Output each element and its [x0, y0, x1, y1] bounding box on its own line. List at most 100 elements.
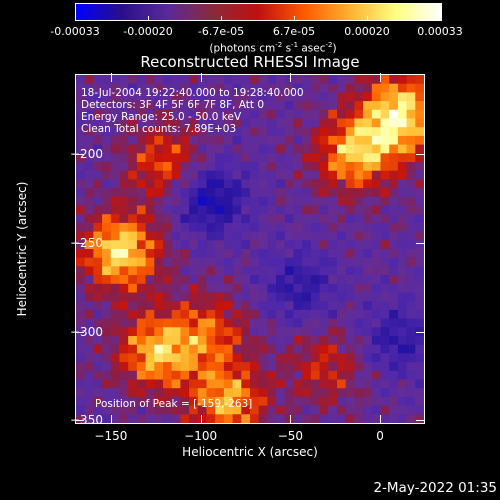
heatmap-cell	[128, 301, 138, 311]
heatmap-cell	[110, 370, 121, 381]
heatmap-cell	[397, 327, 408, 337]
heatmap-cell	[310, 301, 321, 311]
heatmap-cell	[128, 75, 138, 85]
heatmap-cell	[197, 379, 208, 389]
heatmap-cell	[102, 179, 112, 189]
heatmap-cell	[189, 205, 199, 215]
heatmap-cell	[110, 275, 121, 285]
heatmap-cell	[232, 101, 242, 111]
heatmap-cell	[276, 275, 286, 285]
heatmap-cell	[319, 292, 329, 302]
heatmap-cell	[337, 370, 347, 381]
heatmap-cell	[302, 135, 312, 146]
heatmap-cell	[267, 344, 277, 354]
heatmap-cell	[371, 92, 382, 102]
heatmap-cell	[397, 214, 408, 224]
heatmap-cell	[223, 118, 234, 128]
heatmap-cell	[110, 292, 121, 302]
heatmap-cell	[371, 362, 382, 372]
heatmap-cell	[406, 379, 416, 389]
heatmap-cell	[328, 370, 338, 381]
heatmap-cell	[415, 127, 424, 137]
heatmap-cell	[171, 362, 181, 372]
heatmap-cell	[406, 344, 416, 354]
heatmap-cell	[406, 205, 416, 215]
heatmap-cell	[319, 362, 329, 372]
heatmap-cell	[171, 162, 181, 172]
heatmap-cell	[76, 414, 86, 423]
heatmap-cell	[389, 92, 399, 102]
heatmap-cell	[363, 196, 373, 207]
heatmap-cell	[363, 344, 373, 354]
heatmap-cell	[319, 414, 329, 423]
heatmap-cell	[371, 327, 382, 337]
colorbar-tick-label: 6.7e-05	[272, 25, 316, 38]
heatmap-cell	[145, 240, 155, 250]
heatmap-cell	[267, 222, 277, 233]
heatmap-cell	[328, 396, 338, 407]
heatmap-cell	[328, 266, 338, 276]
heatmap-cell	[319, 196, 329, 207]
heatmap-cell	[319, 205, 329, 215]
heatmap-cell	[197, 92, 208, 102]
heatmap-cell	[302, 362, 312, 372]
heatmap-cell	[337, 109, 347, 120]
heatmap-cell	[328, 362, 338, 372]
heatmap-cell	[110, 144, 121, 154]
heatmap-cell	[363, 127, 373, 137]
heatmap-cell	[389, 83, 399, 93]
heatmap-cell	[223, 414, 234, 423]
heatmap-cell	[380, 75, 390, 85]
heatmap-cell	[154, 205, 164, 215]
heatmap-cell	[354, 327, 364, 337]
heatmap-cell	[302, 153, 312, 163]
heatmap-cell	[276, 135, 286, 146]
heatmap-cell	[171, 301, 181, 311]
heatmap-cell	[267, 153, 277, 163]
heatmap-cell	[241, 162, 251, 172]
heatmap-cell	[258, 118, 268, 128]
heatmap-cell	[415, 118, 424, 128]
heatmap-cell	[76, 266, 86, 276]
heatmap-cell	[145, 336, 155, 346]
heatmap-cell	[171, 75, 181, 85]
heatmap-cell	[354, 196, 364, 207]
heatmap-cell	[136, 205, 147, 215]
y-tick-mark	[75, 153, 84, 155]
heatmap-cell	[93, 275, 103, 285]
heatmap-cell	[415, 188, 424, 198]
heatmap-cell	[389, 170, 399, 180]
heatmap-cell	[110, 109, 121, 120]
heatmap-cell	[397, 344, 408, 354]
heatmap-cell	[276, 231, 286, 241]
heatmap-cell	[154, 257, 164, 267]
heatmap-cell	[363, 257, 373, 267]
heatmap-cell	[154, 336, 164, 346]
heatmap-cell	[102, 414, 112, 423]
heatmap-cell	[102, 327, 112, 337]
chart-title: Reconstructed RHESSI Image	[140, 53, 360, 71]
heatmap-cell	[302, 370, 312, 381]
heatmap-cell	[267, 101, 277, 111]
heatmap-cell	[380, 301, 390, 311]
heatmap-cell	[310, 309, 321, 320]
heatmap-cell	[354, 370, 364, 381]
heatmap-cell	[250, 283, 260, 294]
heatmap-cell	[171, 292, 181, 302]
heatmap-cell	[319, 162, 329, 172]
heatmap-cell	[119, 309, 129, 320]
heatmap-cell	[250, 127, 260, 137]
heatmap-cell	[223, 336, 234, 346]
heatmap-cell	[380, 309, 390, 320]
heatmap-cell	[215, 214, 225, 224]
heatmap-cell	[276, 179, 286, 189]
heatmap-cell	[93, 205, 103, 215]
heatmap-cell	[154, 231, 164, 241]
heatmap-cell	[284, 101, 295, 111]
heatmap-cell	[250, 344, 260, 354]
heatmap-cell	[145, 153, 155, 163]
heatmap-cell	[110, 240, 121, 250]
heatmap-cell	[215, 336, 225, 346]
heatmap-cell	[371, 170, 382, 180]
heatmap-cell	[406, 405, 416, 415]
